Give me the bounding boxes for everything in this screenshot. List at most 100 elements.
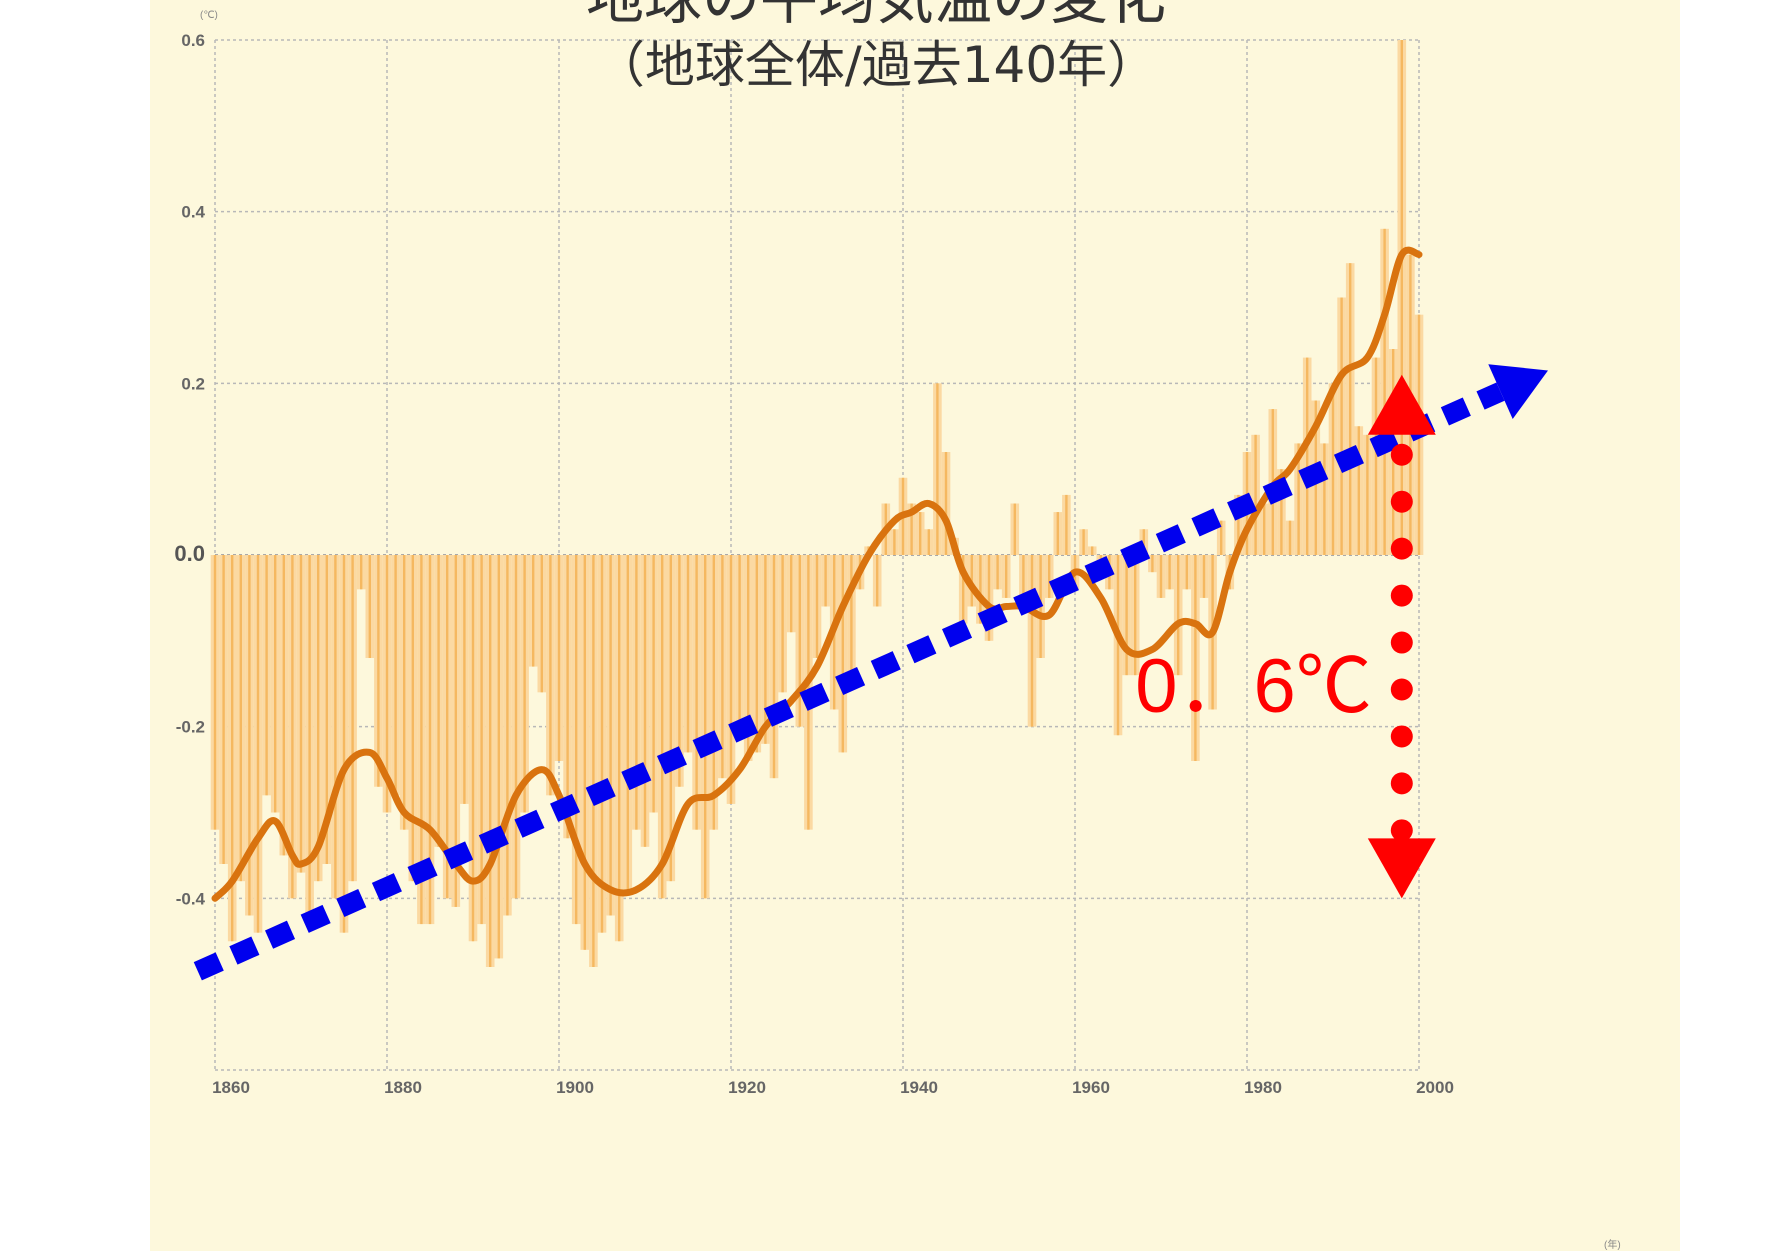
anomaly-bar <box>549 555 552 796</box>
anomaly-bar <box>781 555 784 693</box>
range-dot <box>1390 631 1413 654</box>
x-tick-label: 2000 <box>1416 1078 1454 1097</box>
anomaly-bar <box>575 555 578 925</box>
anomaly-bar <box>790 555 793 633</box>
anomaly-bar <box>1280 469 1283 555</box>
anomaly-bar <box>540 555 543 693</box>
anomaly-bar <box>420 555 423 925</box>
anomaly-bar <box>618 555 621 942</box>
anomaly-bar <box>1306 357 1309 555</box>
anomaly-bar <box>764 555 767 744</box>
anomaly-bar <box>729 555 733 804</box>
anomaly-bar <box>1005 555 1008 598</box>
range-dot <box>1390 443 1413 466</box>
anomaly-bar <box>489 555 492 967</box>
anomaly-bar <box>876 555 879 607</box>
anomaly-bar <box>1048 555 1051 598</box>
anomaly-bar <box>755 555 758 753</box>
anomaly-bar <box>480 555 483 925</box>
x-tick-label: 1900 <box>556 1078 594 1097</box>
anomaly-bar <box>987 555 991 641</box>
anomaly-bar <box>1056 512 1059 555</box>
range-dot <box>1390 537 1413 560</box>
anomaly-bar <box>979 555 982 624</box>
anomaly-bar <box>695 555 698 830</box>
anomaly-bar <box>394 555 397 796</box>
anomaly-bar <box>841 555 844 753</box>
x-tick-label: 1880 <box>384 1078 422 1097</box>
anomaly-bar <box>514 555 518 899</box>
anomaly-bar <box>411 555 414 882</box>
anomaly-bar <box>850 555 853 676</box>
anomaly-bar <box>592 555 595 967</box>
range-dot <box>1390 772 1413 795</box>
anomaly-bar <box>919 512 922 555</box>
anomaly-bar <box>385 555 389 813</box>
trend-arrow-head <box>1488 364 1548 420</box>
anomaly-bar <box>317 555 320 882</box>
anomaly-bar <box>962 555 965 624</box>
anomaly-bar <box>609 555 612 916</box>
anomaly-bar <box>747 555 750 761</box>
y-tick-label: 0.2 <box>181 374 205 393</box>
anomaly-bar <box>704 555 707 899</box>
anomaly-bar <box>248 555 251 916</box>
trend-arrow-line <box>193 382 1505 981</box>
anomaly-bar <box>1202 555 1206 598</box>
smoothed-temperature-curve <box>211 246 1423 902</box>
anomaly-bar <box>712 555 715 830</box>
anomaly-bar <box>325 555 328 864</box>
anomaly-bar <box>661 555 664 899</box>
anomaly-bar <box>213 555 217 830</box>
anomaly-bar <box>1220 520 1223 555</box>
anomaly-bar <box>1349 263 1352 555</box>
anomaly-bar <box>1022 555 1025 607</box>
anomaly-bar <box>1254 434 1257 555</box>
anomaly-bar <box>1288 520 1292 555</box>
anomaly-bar <box>334 555 337 899</box>
anomaly-bar <box>1125 555 1128 676</box>
anomaly-bar <box>1383 228 1386 556</box>
y-tick-label: -0.2 <box>176 718 205 737</box>
anomaly-bar <box>403 555 406 830</box>
anomaly-bar <box>1177 555 1180 676</box>
y-axis-ticks: 0.6 0.4 0.2 0.0 -0.2 -0.4 <box>174 31 205 908</box>
chart-title: 地球の平均気温の変化 <box>586 0 1166 32</box>
y-axis-unit: (℃) <box>200 10 218 21</box>
anomaly-bar <box>1082 529 1085 555</box>
anomaly-bar <box>927 529 930 555</box>
anomaly-bar <box>437 555 440 847</box>
range-dot <box>1390 584 1413 607</box>
anomaly-bar <box>738 555 741 727</box>
anomaly-bar <box>678 555 681 787</box>
anomaly-bar <box>669 555 672 882</box>
anomaly-bar <box>308 555 311 925</box>
anomaly-bar <box>1091 546 1094 555</box>
anomaly-bar <box>1263 503 1266 555</box>
anomaly-bar <box>824 555 827 607</box>
range-dot <box>1390 819 1413 842</box>
anomaly-bar <box>936 383 939 555</box>
anomaly-bar <box>1237 494 1240 555</box>
anomaly-bar <box>1366 434 1369 555</box>
anomaly-bar <box>1357 426 1360 555</box>
x-axis-unit: (年) <box>1604 1238 1621 1251</box>
chart-subtitle: （地球全体/過去140年） <box>595 36 1157 94</box>
annotations: 0．6℃ <box>193 364 1548 981</box>
anomaly-bar <box>428 555 432 925</box>
anomaly-bar <box>996 555 999 590</box>
anomaly-bar <box>815 555 819 658</box>
anomaly-bar <box>463 555 466 804</box>
y-tick-label: 0.4 <box>181 203 205 222</box>
anomaly-bar <box>497 555 500 959</box>
anomaly-bar <box>1185 555 1188 590</box>
anomaly-bar <box>506 555 509 916</box>
anomaly-bar <box>1065 494 1068 555</box>
anomaly-bar <box>721 555 724 779</box>
anomaly-bar <box>1400 40 1403 555</box>
anomaly-bar <box>1159 555 1163 598</box>
anomaly-bar <box>1142 529 1145 555</box>
y-tick-label: -0.4 <box>176 889 206 908</box>
anomaly-bar <box>471 555 475 942</box>
